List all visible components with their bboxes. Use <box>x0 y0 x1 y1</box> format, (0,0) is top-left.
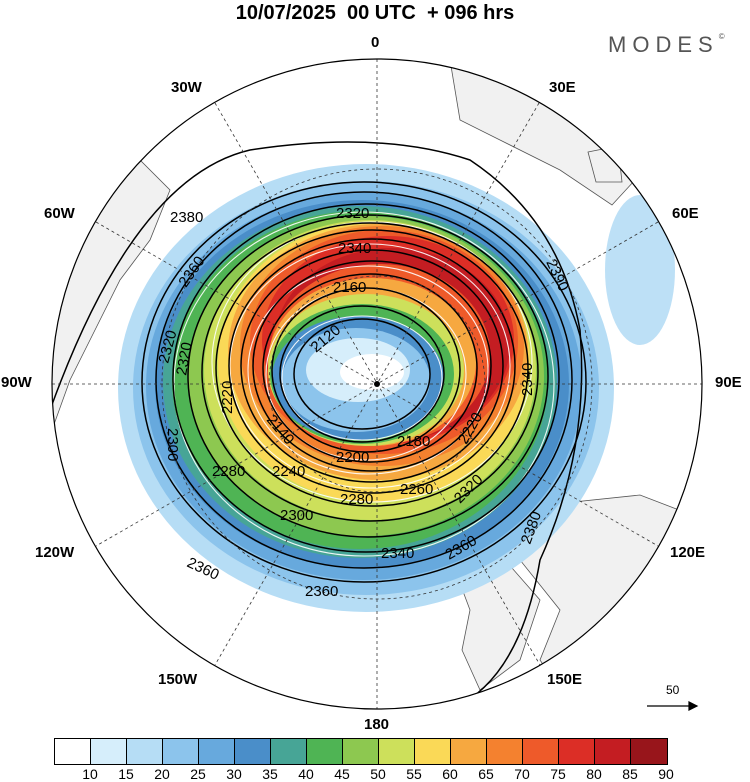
contour-label: 2320 <box>336 205 369 222</box>
colorbar-swatch <box>559 739 595 764</box>
contour-label: 2260 <box>400 481 433 498</box>
contour-label: 2200 <box>336 449 369 466</box>
contour-label: 2160 <box>333 279 366 296</box>
colorbar-tick-label: 80 <box>586 766 602 782</box>
colorbar-swatch <box>343 739 379 764</box>
lon-label-90e: 90E <box>715 374 742 391</box>
colorbar-swatch <box>631 739 667 764</box>
colorbar-swatch <box>199 739 235 764</box>
colorbar-tick-label: 70 <box>514 766 530 782</box>
copyright-mark: © <box>718 32 725 41</box>
colorbar-swatch <box>379 739 415 764</box>
colorbar-tick-label: 40 <box>298 766 314 782</box>
contour-label: 2300 <box>280 507 313 524</box>
colorbar-swatch <box>127 739 163 764</box>
lon-label-150w: 150W <box>158 671 198 688</box>
geopotential-contours <box>52 141 587 709</box>
lon-label-0: 0 <box>371 34 380 51</box>
contour-label: 2320 <box>173 341 196 377</box>
colorbar-tick-label: 85 <box>622 766 638 782</box>
lon-label-120e: 120E <box>670 544 706 561</box>
lon-label-30w: 30W <box>171 79 202 96</box>
wind-speed-shading <box>118 164 675 612</box>
lon-label-90w: 90W <box>1 374 32 391</box>
contour-label: 2340 <box>519 363 536 396</box>
contour-label: 2340 <box>381 545 414 562</box>
colorbar-tick-label: 10 <box>82 766 98 782</box>
colorbar-tick-label: 65 <box>478 766 494 782</box>
contour-label: 2240 <box>272 463 305 480</box>
contour-label: 2220 <box>219 381 236 414</box>
map-title: 10/07/2025 00 UTC + 096 hrs <box>235 2 515 24</box>
colorbar-swatch <box>523 739 559 764</box>
contour-label: 2280 <box>212 463 245 480</box>
colorbar-tick-label: 90 <box>658 766 674 782</box>
colorbar-tick-label: 75 <box>550 766 566 782</box>
contour-label: 2300 <box>164 428 181 461</box>
lon-label-60w: 60W <box>44 205 75 222</box>
colorbar-tick-label: 25 <box>190 766 206 782</box>
colorbar-tick-label: 60 <box>442 766 458 782</box>
colorbar-tick-label: 35 <box>262 766 278 782</box>
colorbar-tick-label: 20 <box>154 766 170 782</box>
colorbar-swatch <box>235 739 271 764</box>
africa-land <box>449 59 636 206</box>
lon-label-30e: 30E <box>549 79 576 96</box>
contour-label: 2180 <box>397 433 430 450</box>
contour-label: 2380 <box>170 209 203 226</box>
colorbar-swatch <box>451 739 487 764</box>
contour-label: 2280 <box>340 491 373 508</box>
colorbar-swatch <box>55 739 91 764</box>
colorbar-swatch <box>487 739 523 764</box>
colorbar-swatch <box>91 739 127 764</box>
colorbar-tick-label: 55 <box>406 766 422 782</box>
reference-vector-arrow <box>647 701 699 711</box>
lon-label-150e: 150E <box>547 671 583 688</box>
contour-label: 2360 <box>305 583 338 600</box>
lon-label-120w: 120W <box>35 544 75 561</box>
brand-text: MODES <box>608 32 719 57</box>
lon-label-60e: 60E <box>672 205 699 222</box>
colorbar-tick-label: 15 <box>118 766 134 782</box>
colorbar-swatch <box>595 739 631 764</box>
colorbar-swatch <box>271 739 307 764</box>
colorbar-tick-label: 45 <box>334 766 350 782</box>
colorbar-tick-label: 50 <box>370 766 386 782</box>
reference-vector-label: 50 <box>666 683 680 697</box>
contour-label: 2340 <box>338 240 371 257</box>
lon-label-180: 180 <box>364 716 390 733</box>
colorbar <box>54 738 668 765</box>
colorbar-swatch <box>307 739 343 764</box>
south-pole-marker <box>374 381 380 387</box>
colorbar-swatch <box>415 739 451 764</box>
colorbar-tick-label: 30 <box>226 766 242 782</box>
map-border <box>51 58 703 710</box>
colorbar-swatch <box>163 739 199 764</box>
modes-logo: MODES© <box>608 32 725 58</box>
